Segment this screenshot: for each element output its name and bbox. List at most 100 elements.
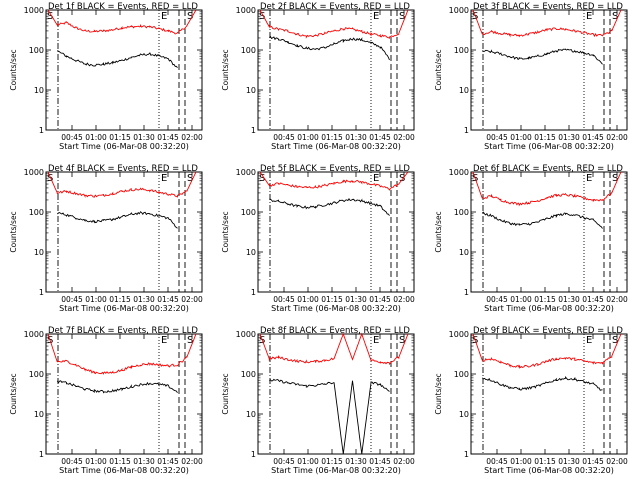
- chart-panel-5: Det 5f BLACK = Events, RED = LLD 1 10 100 10…: [221, 164, 415, 313]
- x-tick-label: 01:15: [109, 133, 131, 142]
- x-tick-label: 01:30: [133, 295, 155, 304]
- y-tick-label: 100: [454, 370, 469, 379]
- y-tick-label: 1: [39, 450, 44, 459]
- lld-series-line: [259, 9, 409, 39]
- x-tick-label: 01:00: [297, 133, 319, 142]
- events-series-line: [269, 197, 390, 216]
- y-axis-label: Counts/sec: [9, 49, 18, 90]
- chart-panel-8: Det 8f BLACK = Events, RED = LLD 1 10 100 10…: [221, 326, 415, 475]
- x-tick-label: 01:00: [510, 457, 532, 466]
- chart-title: Det 3f BLACK = Events, RED = LLD: [473, 2, 623, 12]
- chart-title: Det 2f BLACK = Events, RED = LLD: [260, 2, 410, 12]
- y-tick-label: 1000: [236, 330, 256, 339]
- plot-frame: [45, 333, 203, 455]
- x-tick-label: 01:30: [133, 457, 155, 466]
- x-tick-label: 00:45: [61, 295, 83, 304]
- x-tick-label: 01:45: [582, 295, 604, 304]
- end-marker-label: E: [586, 335, 592, 346]
- x-tick-label: 00:45: [273, 295, 295, 304]
- chart-panel-2: Det 2f BLACK = Events, RED = LLD 1 10 100 10…: [221, 2, 415, 151]
- y-axis-label: Counts/sec: [434, 211, 443, 252]
- lld-series-line: [259, 171, 409, 191]
- x-tick-label: 01:15: [534, 133, 556, 142]
- x-axis-label: Start Time (06-Mar-08 00:32:20): [271, 466, 401, 475]
- lld-series-line: [47, 333, 197, 375]
- x-axis-label: Start Time (06-Mar-08 00:32:20): [271, 304, 401, 313]
- y-tick-label: 1000: [24, 330, 44, 339]
- chart-panel-9: Det 9f BLACK = Events, RED = LLD 1 10 100 10…: [434, 326, 628, 475]
- y-axis-label: Counts/sec: [9, 211, 18, 252]
- x-tick-label: 02:00: [606, 133, 628, 142]
- end-marker-label: E: [373, 335, 379, 346]
- y-tick-label: 1000: [449, 168, 469, 177]
- y-tick-label: 1000: [236, 168, 256, 177]
- x-tick-label: 01:00: [85, 457, 107, 466]
- y-tick-label: 100: [29, 46, 44, 55]
- events-series-line: [268, 35, 390, 61]
- events-series-line: [56, 380, 178, 394]
- x-tick-label: 02:00: [393, 133, 415, 142]
- plot-frame: [45, 9, 203, 131]
- end-marker-label: E: [161, 173, 167, 184]
- x-tick-label: 01:30: [345, 295, 367, 304]
- x-axis-label: Start Time (06-Mar-08 00:32:20): [484, 466, 614, 475]
- end-marker-label: E: [373, 173, 379, 184]
- end-marker-label: E: [161, 11, 167, 22]
- x-tick-label: 01:00: [510, 295, 532, 304]
- y-tick-label: 100: [241, 46, 256, 55]
- x-tick-label: 01:15: [534, 457, 556, 466]
- x-tick-label: 01:30: [558, 133, 580, 142]
- x-tick-label: 01:45: [582, 133, 604, 142]
- x-tick-label: 01:15: [321, 295, 343, 304]
- x-tick-label: 02:00: [181, 295, 203, 304]
- y-tick-label: 10: [246, 248, 256, 257]
- y-axis-label: Counts/sec: [434, 49, 443, 90]
- x-tick-label: 01:15: [109, 457, 131, 466]
- x-tick-label: 02:00: [606, 457, 628, 466]
- x-tick-label: 02:00: [393, 457, 415, 466]
- y-tick-label: 1000: [24, 6, 44, 15]
- lld-series-line: [472, 333, 622, 370]
- x-tick-label: 01:00: [85, 295, 107, 304]
- x-tick-label: 00:45: [486, 133, 508, 142]
- x-tick-label: 01:45: [157, 295, 179, 304]
- chart-panel-4: Det 4f BLACK = Events, RED = LLD 1 10 100 10…: [9, 164, 203, 313]
- x-axis-label: Start Time (06-Mar-08 00:32:20): [484, 142, 614, 151]
- y-tick-label: 100: [241, 370, 256, 379]
- start-marker-label: S: [259, 173, 265, 184]
- start-marker-label: S: [47, 11, 53, 22]
- y-tick-label: 1: [39, 126, 44, 135]
- y-tick-label: 1000: [449, 6, 469, 15]
- lld-series-line: [472, 171, 622, 207]
- plot-frame: [257, 333, 415, 455]
- lld-series-line: [472, 9, 622, 38]
- y-axis-label: Counts/sec: [434, 373, 443, 414]
- y-tick-label: 10: [246, 410, 256, 419]
- y-tick-label: 100: [454, 208, 469, 217]
- y-tick-label: 100: [29, 370, 44, 379]
- x-tick-label: 01:15: [534, 295, 556, 304]
- chart-title: Det 8f BLACK = Events, RED = LLD: [260, 326, 410, 336]
- plot-frame: [257, 171, 415, 293]
- y-axis-label: Counts/sec: [221, 211, 230, 252]
- events-series-line: [482, 211, 603, 229]
- chart-title: Det 1f BLACK = Events, RED = LLD: [48, 2, 198, 12]
- x-tick-label: 01:30: [345, 457, 367, 466]
- x-tick-label: 01:45: [369, 295, 391, 304]
- events-series-line: [268, 378, 390, 455]
- x-tick-label: 01:15: [321, 133, 343, 142]
- end-marker-label: E: [161, 335, 167, 346]
- y-tick-label: 1: [39, 288, 44, 297]
- chart-panel-7: Det 7f BLACK = Events, RED = LLD 1 10 100 10…: [9, 326, 203, 475]
- x-tick-label: 00:45: [273, 457, 295, 466]
- x-tick-label: 01:30: [345, 133, 367, 142]
- x-tick-label: 01:00: [85, 133, 107, 142]
- start-marker-label: S: [47, 173, 53, 184]
- chart-title: Det 7f BLACK = Events, RED = LLD: [48, 326, 198, 336]
- second-start-marker-label: S: [187, 173, 193, 184]
- y-tick-label: 1: [251, 126, 256, 135]
- y-tick-label: 10: [34, 248, 44, 257]
- y-tick-label: 10: [459, 410, 469, 419]
- y-tick-label: 100: [454, 46, 469, 55]
- lld-series-line: [47, 9, 197, 35]
